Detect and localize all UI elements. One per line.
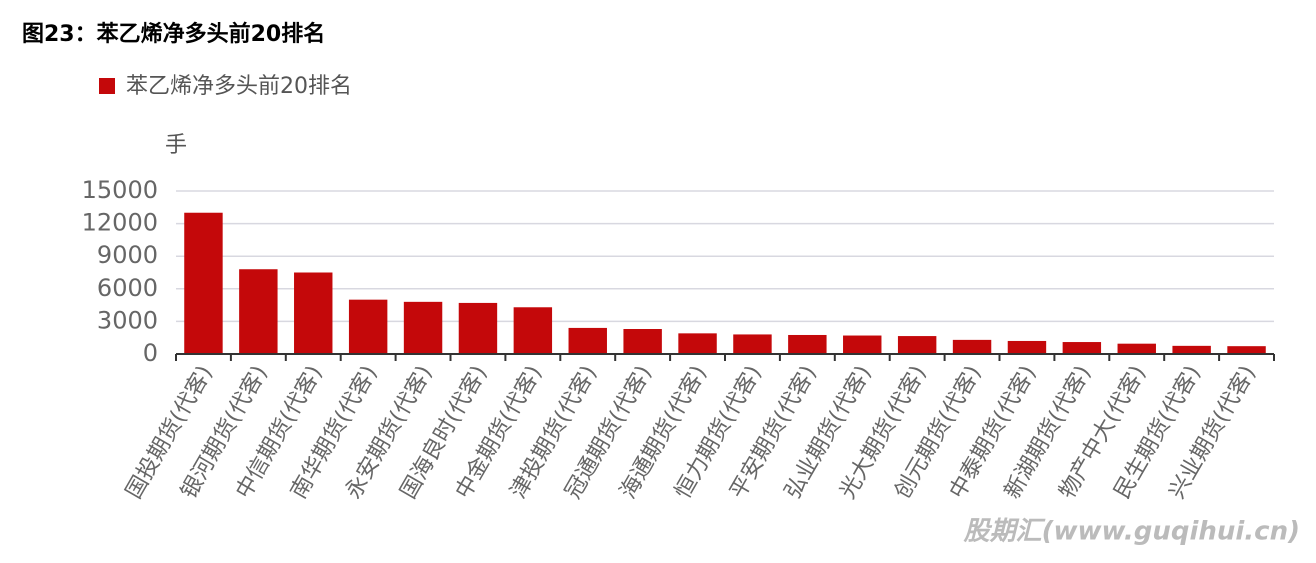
y-tick-label: 9000: [97, 241, 158, 269]
bar: [1007, 340, 1047, 354]
bar: [184, 212, 223, 354]
bar: [1172, 345, 1211, 354]
y-tick-label: 12000: [82, 209, 158, 237]
y-tick-label: 0: [143, 339, 158, 367]
legend-swatch: [99, 78, 115, 94]
y-tick-label: 15000: [82, 176, 158, 204]
bar: [788, 334, 827, 354]
watermark: 股期汇(www.guqihui.cn): [963, 517, 1300, 547]
y-axis-label: 手: [165, 133, 187, 158]
bar: [897, 336, 937, 354]
bar: [952, 339, 992, 354]
bar: [1117, 343, 1156, 354]
bar: [1227, 346, 1266, 354]
bar: [623, 329, 662, 354]
bar: [458, 302, 498, 354]
bar: [843, 335, 882, 354]
bar: [678, 333, 717, 354]
bar: [733, 334, 772, 354]
y-tick-label: 6000: [97, 274, 158, 302]
bar: [348, 299, 388, 354]
bar: [403, 301, 443, 354]
bar: [568, 327, 607, 354]
bar: [239, 269, 278, 354]
bar: [1062, 342, 1102, 354]
y-tick-label: 3000: [97, 306, 158, 334]
chart-title: 图23：苯乙烯净多头前20排名: [22, 21, 325, 47]
bar: [294, 272, 333, 354]
legend-label: 苯乙烯净多头前20排名: [126, 74, 352, 99]
bar: [513, 307, 553, 354]
